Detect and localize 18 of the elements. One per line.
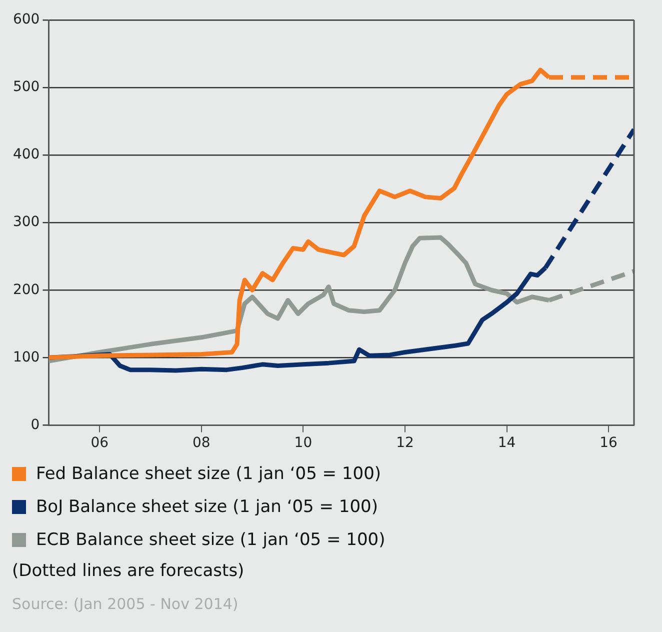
x-tick-label: 06	[90, 435, 109, 452]
x-tick-label: 08	[192, 435, 210, 452]
y-tick-label: 400	[12, 146, 40, 163]
y-tick-label: 100	[12, 349, 40, 366]
x-tick-label: 16	[600, 435, 618, 452]
x-tick-label: 14	[498, 435, 516, 452]
source-note: Source: (Jan 2005 - Nov 2014)	[12, 594, 240, 615]
legend-label: BoJ Balance sheet size (1 jan ‘05 = 100)	[36, 496, 378, 516]
x-tick-label: 12	[396, 435, 414, 452]
legend-label: Fed Balance sheet size (1 jan ‘05 = 100)	[36, 464, 382, 484]
text: (Dotted lines are forecasts)	[12, 560, 246, 583]
x-tick-label: 10	[294, 435, 312, 452]
y-tick-label: 0	[30, 416, 40, 433]
y-tick-label: 600	[12, 12, 40, 28]
y-tick-label: 300	[12, 214, 40, 230]
y-tick-label: 200	[12, 282, 40, 298]
legend-label: ECB Balance sheet size (1 jan ‘05 = 100)	[36, 530, 386, 550]
y-tick-label: 500	[12, 79, 40, 96]
